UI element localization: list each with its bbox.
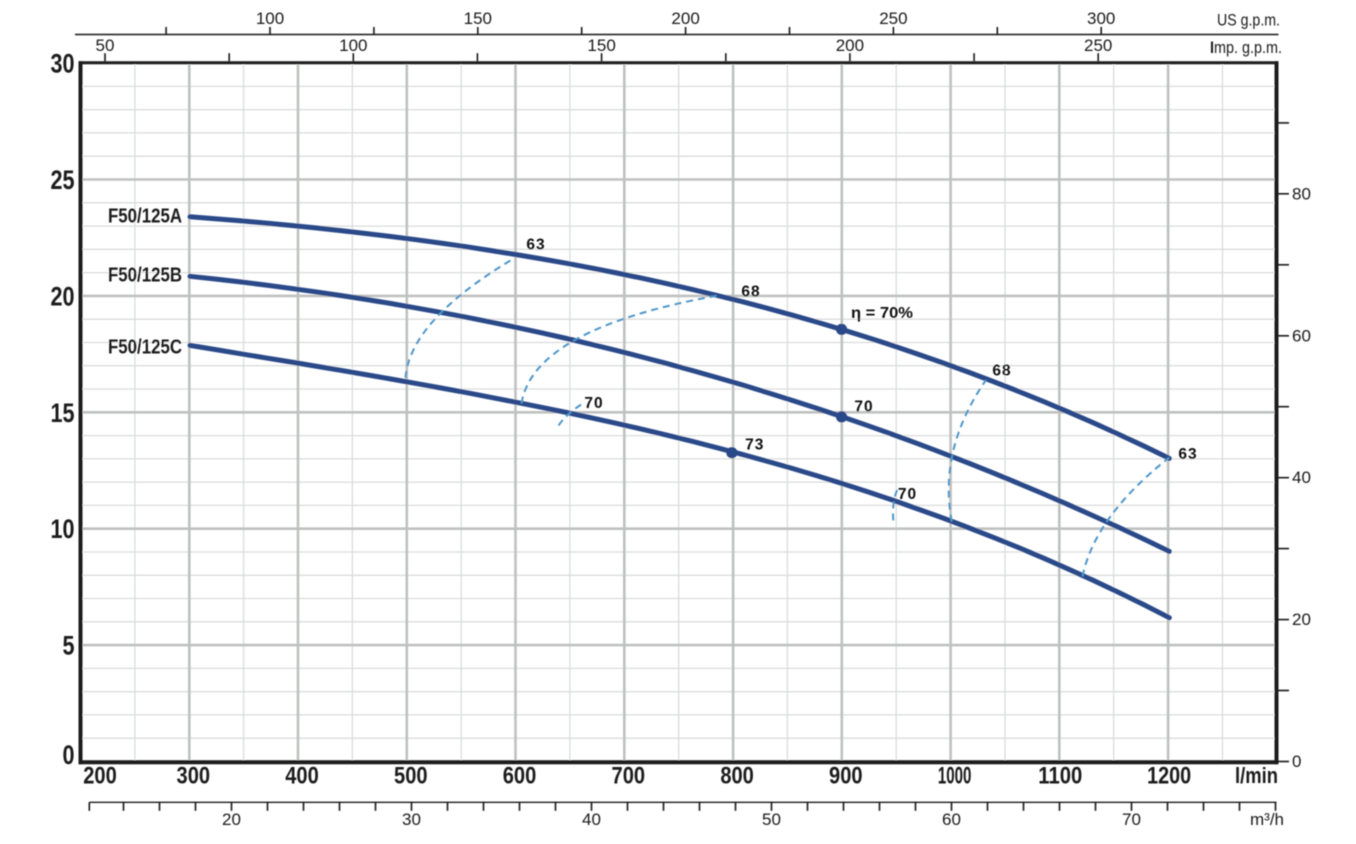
- svg-text:20: 20: [222, 810, 241, 829]
- svg-text:150: 150: [464, 9, 492, 28]
- svg-text:70: 70: [584, 395, 603, 412]
- svg-text:1100: 1100: [1038, 763, 1082, 790]
- svg-text:30: 30: [402, 810, 421, 829]
- svg-text:F50/125C: F50/125C: [108, 336, 182, 358]
- svg-text:40: 40: [582, 810, 601, 829]
- svg-text:20: 20: [1292, 610, 1311, 629]
- svg-text:60: 60: [942, 810, 961, 829]
- svg-text:50: 50: [762, 810, 781, 829]
- svg-text:70: 70: [1122, 810, 1141, 829]
- svg-text:250: 250: [1084, 36, 1112, 55]
- svg-text:200: 200: [83, 763, 117, 790]
- svg-text:70: 70: [854, 399, 873, 416]
- svg-text:m³/h: m³/h: [1250, 810, 1284, 829]
- svg-text:20: 20: [51, 281, 75, 311]
- svg-text:73: 73: [745, 437, 764, 454]
- svg-text:100: 100: [339, 36, 367, 55]
- svg-text:40: 40: [1292, 468, 1311, 487]
- svg-text:US g.p.m.: US g.p.m.: [1217, 11, 1280, 30]
- svg-text:500: 500: [394, 763, 428, 790]
- svg-text:68: 68: [741, 284, 760, 301]
- svg-text:200: 200: [671, 9, 699, 28]
- svg-text:700: 700: [612, 763, 646, 790]
- svg-text:100: 100: [256, 9, 284, 28]
- svg-text:250: 250: [879, 9, 907, 28]
- svg-text:200: 200: [836, 36, 864, 55]
- svg-text:0: 0: [1292, 752, 1301, 771]
- svg-text:5: 5: [63, 631, 75, 661]
- svg-text:400: 400: [285, 763, 319, 790]
- svg-text:1000: 1000: [938, 763, 972, 790]
- svg-text:l/min: l/min: [1235, 763, 1278, 788]
- svg-text:10: 10: [51, 514, 75, 544]
- svg-text:900: 900: [829, 763, 863, 790]
- svg-text:150: 150: [587, 36, 615, 55]
- svg-text:63: 63: [526, 237, 545, 254]
- svg-text:50: 50: [96, 36, 115, 55]
- svg-text:Imp. g.p.m.: Imp. g.p.m.: [1210, 38, 1282, 57]
- svg-text:80: 80: [1292, 184, 1311, 203]
- svg-text:F50/125B: F50/125B: [108, 265, 182, 287]
- svg-text:63: 63: [1178, 446, 1197, 463]
- svg-text:300: 300: [177, 763, 211, 790]
- svg-text:15: 15: [51, 398, 75, 428]
- svg-text:600: 600: [503, 763, 537, 790]
- svg-text:68: 68: [992, 363, 1011, 380]
- svg-text:300: 300: [1087, 9, 1115, 28]
- svg-text:1200: 1200: [1147, 763, 1191, 790]
- svg-text:25: 25: [51, 165, 75, 195]
- svg-text:60: 60: [1292, 326, 1311, 345]
- svg-text:800: 800: [720, 763, 754, 790]
- svg-text:F50/125A: F50/125A: [108, 206, 182, 228]
- svg-text:η = 70%: η = 70%: [851, 305, 913, 322]
- svg-text:0: 0: [63, 740, 75, 770]
- svg-text:70: 70: [898, 486, 917, 503]
- svg-text:30: 30: [51, 49, 75, 79]
